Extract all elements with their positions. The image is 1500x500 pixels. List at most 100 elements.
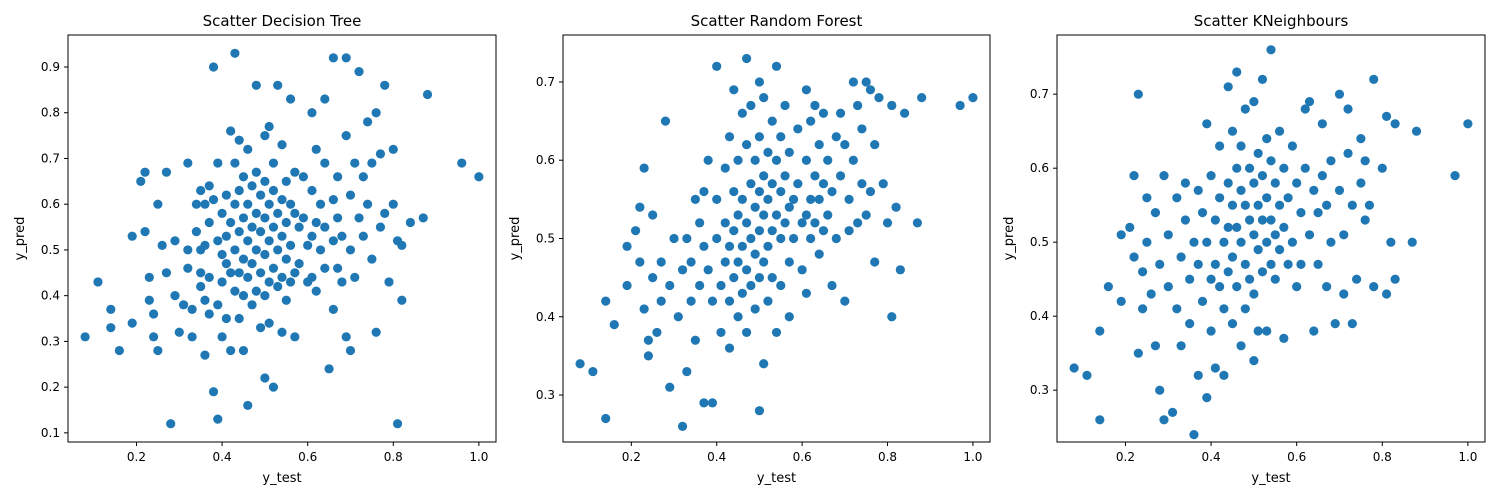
data-point xyxy=(153,199,163,209)
data-point xyxy=(260,373,270,383)
data-point xyxy=(1146,289,1156,299)
data-point xyxy=(204,309,214,319)
data-point xyxy=(307,272,317,282)
data-point xyxy=(277,327,287,337)
data-point xyxy=(238,291,249,301)
data-point xyxy=(1343,104,1353,114)
data-point xyxy=(1155,385,1165,395)
data-point xyxy=(771,327,782,338)
data-point xyxy=(1223,222,1233,232)
data-point xyxy=(707,398,718,408)
data-point xyxy=(1240,259,1250,269)
y-tick-label: 0.5 xyxy=(536,232,555,246)
data-point xyxy=(1219,237,1229,247)
data-point xyxy=(665,382,675,392)
data-point xyxy=(230,245,240,255)
data-point xyxy=(686,296,696,306)
data-point xyxy=(622,280,632,291)
data-point xyxy=(895,265,905,275)
data-point xyxy=(1197,296,1208,306)
data-point xyxy=(780,171,790,181)
data-point xyxy=(247,300,257,310)
data-point xyxy=(601,413,611,424)
data-point xyxy=(1381,111,1392,121)
data-point xyxy=(1313,208,1323,218)
data-point xyxy=(93,277,103,287)
data-point xyxy=(1176,341,1186,351)
data-point xyxy=(281,254,291,264)
data-point xyxy=(742,218,752,228)
data-point xyxy=(183,263,193,273)
data-point xyxy=(1245,215,1255,225)
data-point xyxy=(720,257,730,267)
data-point xyxy=(367,254,377,264)
data-point xyxy=(844,194,854,204)
data-point xyxy=(652,327,662,338)
data-point xyxy=(375,222,386,232)
data-point xyxy=(635,202,645,212)
data-point xyxy=(1304,230,1315,240)
data-point xyxy=(1249,178,1259,188)
data-point xyxy=(251,286,261,296)
data-point xyxy=(771,61,782,71)
data-point xyxy=(1283,193,1293,203)
data-point xyxy=(1116,230,1126,240)
data-point xyxy=(363,117,373,127)
data-point xyxy=(221,313,231,324)
data-point xyxy=(1287,141,1297,151)
data-point xyxy=(358,231,368,241)
data-point xyxy=(793,179,803,189)
data-point xyxy=(733,155,743,165)
data-point xyxy=(234,227,244,237)
data-point xyxy=(1223,82,1233,92)
data-point xyxy=(917,93,927,103)
data-point xyxy=(801,85,811,95)
chart-panel-1: 0.2 0.4 0.6 0.8 1.0 0.1 0.2 0.3 0.4 0.5 0.6 0.7 0.8 0… xyxy=(13,12,497,486)
data-point xyxy=(1407,237,1417,247)
data-point xyxy=(251,167,261,177)
data-point xyxy=(178,300,189,310)
data-point xyxy=(397,295,407,305)
data-point xyxy=(797,218,807,228)
data-point xyxy=(648,273,658,283)
data-point xyxy=(251,245,261,255)
data-point xyxy=(183,158,193,168)
data-point xyxy=(1266,215,1276,225)
data-point xyxy=(1274,200,1285,210)
data-point xyxy=(371,108,381,118)
x-tick-label: 0.2 xyxy=(127,450,146,464)
data-point xyxy=(643,335,654,345)
data-point xyxy=(784,312,794,322)
data-point xyxy=(1219,370,1229,380)
data-point xyxy=(699,241,709,251)
data-point xyxy=(1356,134,1366,144)
data-point xyxy=(1309,185,1319,195)
data-point xyxy=(422,89,433,100)
data-point xyxy=(392,419,403,429)
data-point xyxy=(1390,119,1400,129)
data-point xyxy=(814,249,824,259)
data-point xyxy=(853,218,863,228)
data-point xyxy=(759,257,769,267)
data-point xyxy=(1386,237,1396,247)
data-point xyxy=(823,155,833,165)
x-tick-label: 0.8 xyxy=(878,450,897,464)
x-tick-label: 0.6 xyxy=(298,450,317,464)
data-point xyxy=(763,296,773,306)
data-point xyxy=(724,132,735,142)
y-axis-label: y_pred xyxy=(1002,217,1017,261)
data-point xyxy=(1167,407,1178,417)
data-point xyxy=(260,131,270,141)
data-point xyxy=(1142,237,1152,247)
data-point xyxy=(243,272,253,282)
data-point xyxy=(724,241,735,251)
data-point xyxy=(1253,245,1263,255)
data-point xyxy=(213,300,223,310)
y-tick-label: 0.4 xyxy=(41,289,60,303)
data-point xyxy=(140,167,150,177)
data-point xyxy=(183,245,193,255)
data-point xyxy=(1069,363,1079,373)
data-point xyxy=(281,217,291,228)
data-point xyxy=(682,366,692,377)
data-point xyxy=(170,236,180,246)
